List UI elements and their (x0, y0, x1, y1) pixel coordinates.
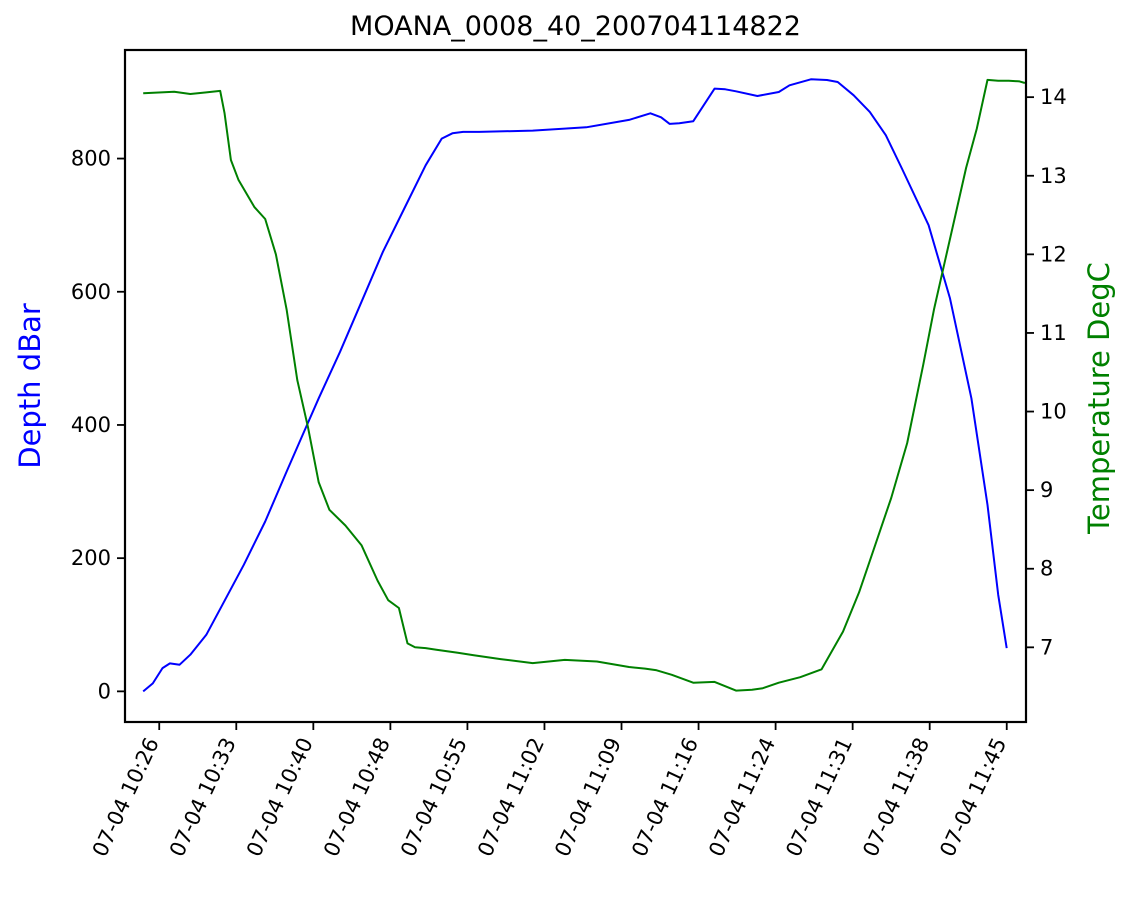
right-tick-label: 12 (1040, 242, 1067, 266)
series-group (142, 78, 1026, 693)
left-tick-label: 400 (71, 413, 111, 437)
series-line-depth (142, 78, 1008, 693)
left-axis-ticks: 0 200 400 600 800 (71, 147, 125, 703)
x-tick-label: 07-04 11:02 (473, 734, 549, 860)
right-tick-label: 7 (1040, 635, 1053, 659)
x-tick-label: 07-04 10:40 (242, 734, 318, 860)
left-tick-label: 200 (71, 546, 111, 570)
plot-frame (123, 48, 1028, 724)
right-tick-label: 10 (1040, 400, 1067, 424)
x-tick-label: 07-04 10:33 (165, 734, 241, 860)
x-tick-label: 07-04 11:38 (858, 734, 934, 860)
right-axis-ticks: 7 8 9 10 11 12 13 14 (1026, 85, 1067, 659)
right-tick-label: 8 (1040, 557, 1053, 581)
x-tick-label: 07-04 11:31 (781, 734, 857, 860)
chart-title: MOANA_0008_40_200704114822 (350, 11, 801, 42)
x-tick-label: 07-04 11:09 (550, 734, 626, 860)
series-line-temperature (143, 78, 1026, 692)
right-tick-label: 13 (1040, 164, 1067, 188)
left-axis-label: Depth dBar (13, 303, 47, 469)
right-tick-label: 11 (1040, 321, 1067, 345)
x-axis-ticks: 07-04 10:26 07-04 10:33 07-04 10:40 07-04 1… (88, 722, 1011, 860)
x-tick-label: 07-04 10:55 (396, 734, 472, 860)
right-axis-label: Temperature DegC (1082, 262, 1116, 535)
x-tick-label: 07-04 11:24 (704, 734, 780, 860)
left-tick-label: 0 (98, 679, 111, 703)
x-tick-label: 07-04 11:16 (627, 734, 703, 860)
left-tick-label: 800 (71, 147, 111, 171)
x-tick-label: 07-04 10:48 (319, 734, 395, 860)
left-tick-label: 600 (71, 280, 111, 304)
right-tick-label: 9 (1040, 478, 1053, 502)
x-tick-label: 07-04 10:26 (88, 734, 164, 860)
x-tick-label: 07-04 11:45 (935, 734, 1011, 860)
right-tick-label: 14 (1040, 85, 1067, 109)
